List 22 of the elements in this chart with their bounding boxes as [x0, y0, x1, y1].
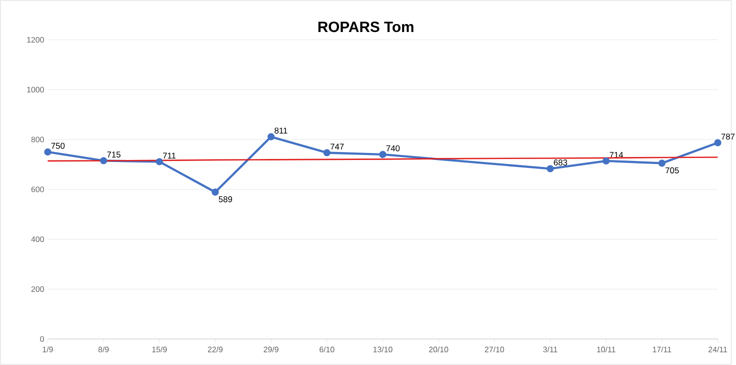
data-label: 740 — [386, 145, 400, 152]
data-label: 711 — [163, 152, 176, 159]
point — [546, 165, 554, 172]
data-label: 811 — [274, 128, 288, 134]
point — [212, 188, 219, 196]
point — [602, 157, 610, 165]
chart-title: ROPARS Tom — [318, 22, 414, 32]
data-label: 715 — [107, 152, 120, 158]
data-label: 683 — [554, 160, 568, 166]
data-label: 705 — [666, 167, 679, 174]
point — [379, 150, 386, 158]
point — [156, 158, 163, 166]
data-label: 750 — [51, 142, 65, 149]
data-label: 747 — [330, 144, 344, 150]
point — [323, 149, 330, 156]
data-label: 787 — [721, 134, 735, 140]
point — [44, 148, 52, 156]
point — [268, 133, 275, 140]
point — [100, 157, 108, 164]
point — [658, 160, 666, 167]
point — [714, 139, 722, 146]
data-label: 589 — [218, 196, 232, 202]
